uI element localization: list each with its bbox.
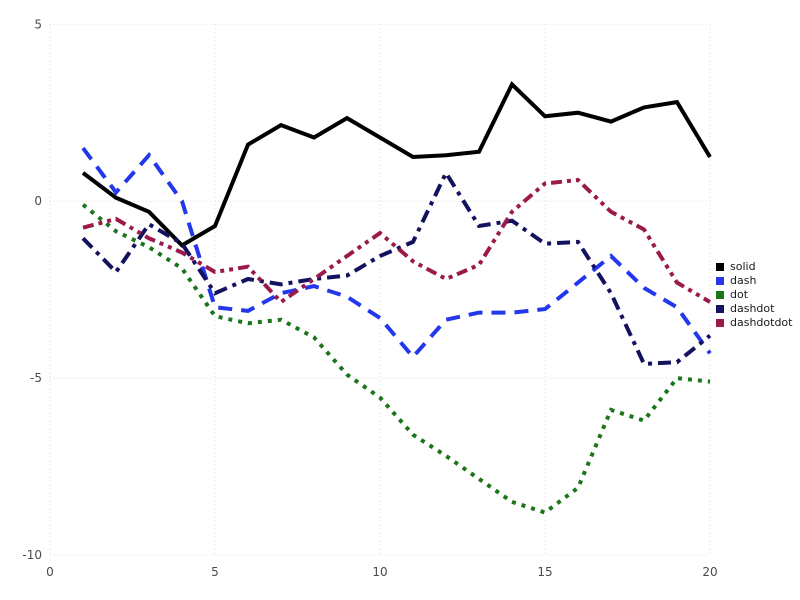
legend-item-dashdot: dashdot [716, 302, 792, 316]
x-tick-label: 0 [46, 565, 54, 579]
legend-item-dashdotdot: dashdotdot [716, 316, 792, 330]
legend-swatch-solid [716, 263, 724, 271]
x-tick-label: 5 [211, 565, 219, 579]
legend-swatch-dashdot [716, 305, 724, 313]
legend-label: dashdotdot [730, 316, 793, 329]
x-tick-label: 20 [702, 565, 717, 579]
gridlines [49, 23, 711, 556]
legend-swatch-dot [716, 291, 724, 299]
legend: solid dash dot dashdot dashdotdot [716, 260, 792, 330]
y-tick-label: 0 [34, 194, 42, 208]
legend-label: dash [730, 274, 757, 287]
x-tick-label: 15 [537, 565, 552, 579]
y-tick-label: 5 [34, 17, 42, 31]
axis-tick-labels: 0 5 10 15 20 5 0 -5 -10 [22, 17, 717, 579]
legend-label: dashdot [730, 302, 775, 315]
legend-item-dash: dash [716, 274, 792, 288]
series-line-solid [81, 81, 712, 248]
legend-item-dot: dot [716, 288, 792, 302]
legend-swatch-dashdotdot [716, 319, 724, 327]
y-tick-label: -10 [22, 548, 42, 562]
x-tick-label: 10 [372, 565, 387, 579]
y-tick-label: -5 [30, 371, 42, 385]
series-line-dashdot [81, 168, 712, 366]
legend-swatch-dash [716, 277, 724, 285]
legend-label: dot [730, 288, 749, 301]
legend-label: solid [730, 260, 756, 273]
legend-item-solid: solid [716, 260, 792, 274]
